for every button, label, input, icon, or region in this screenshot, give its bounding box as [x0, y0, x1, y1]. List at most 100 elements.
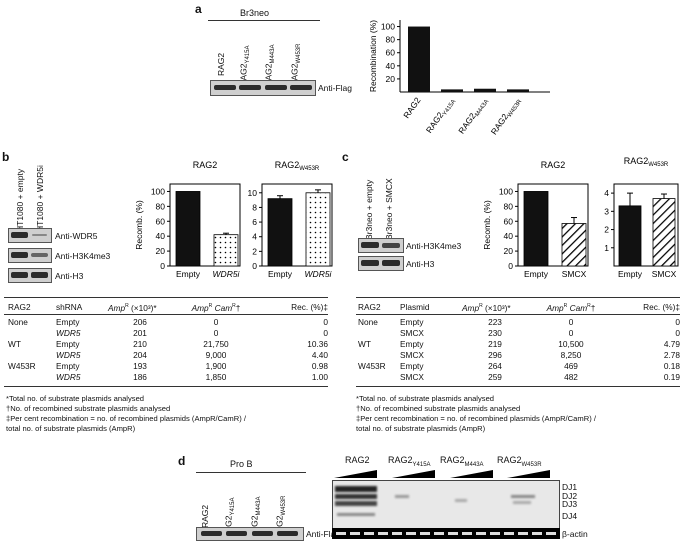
gel-group-label: RAG2W453R — [497, 455, 542, 468]
table-cell: W453R — [8, 361, 36, 371]
y-tick-label: 4 — [252, 232, 257, 242]
blot-label: Anti-WDR5 — [55, 231, 98, 241]
y-tick-label: 80 — [156, 201, 166, 211]
bracket-line — [196, 472, 306, 473]
table-cell: Empty — [400, 361, 424, 371]
table-b: RAG2 shRNA AmpR (×10³)* AmpR CamR† Rec. … — [8, 301, 328, 314]
table-cell — [8, 328, 56, 339]
gel-band-label: β-actin — [562, 529, 588, 539]
chart-c-rag2: RAG2 0 20 40 60 80 100 Recomb. (%) Empty SMCX — [482, 160, 589, 279]
x-tick-label: WDR5i — [213, 269, 241, 279]
x-tick-label: RAG2Y415A — [424, 95, 457, 136]
table-c-body: None Empty 223 0 0 SMCX 230 0 0 WT Empty 219 10,500 4… — [358, 317, 680, 383]
table-cell: SMCX — [400, 328, 424, 338]
western-blot-a — [210, 80, 316, 96]
western-blot-h3k4me3-c — [358, 238, 404, 253]
pcr-gel — [332, 480, 560, 530]
y-tick-label: 2 — [604, 225, 609, 235]
table-b-body: None Empty 206 0 0 WDR5 201 0 0 WT Empty 210 21,750 1… — [8, 317, 328, 383]
table-cell: 469 — [564, 361, 578, 371]
table-row: SMCX 230 0 0 — [358, 328, 680, 339]
table-cell: 4.40 — [311, 350, 328, 360]
table-cell: 0 — [213, 328, 219, 338]
table-c-bottom-rule — [356, 386, 680, 387]
table-cell: None — [358, 317, 378, 327]
table-cell: 2.78 — [663, 350, 680, 360]
lane-label: HT1080 + empty — [15, 168, 25, 232]
dilution-wedges — [334, 470, 550, 478]
gel-band-label: DJ4 — [562, 511, 578, 521]
table-cell: 10,500 — [558, 339, 584, 349]
table-cell: WDR5 — [56, 350, 81, 360]
bar — [507, 89, 529, 92]
table-c-top-rule — [356, 297, 680, 298]
table-cell: 0.98 — [311, 361, 328, 371]
table-row: SMCX 259 482 0.19 — [358, 372, 680, 383]
table-row: WDR5 186 1,850 1.00 — [8, 372, 328, 383]
table-cell — [358, 350, 400, 361]
table-cell — [358, 328, 400, 339]
x-tick-label: Empty — [524, 269, 549, 279]
table-cell: 193 — [133, 361, 147, 371]
western-blot-d — [196, 527, 304, 541]
western-blot-h3k4me3 — [8, 248, 52, 263]
table-cell: 204 — [133, 350, 147, 360]
chart-title: RAG2W453R — [624, 156, 669, 168]
blot-label: Anti-H3K4me3 — [55, 251, 111, 261]
lane-label: HT1080 + WDR5i — [35, 165, 45, 232]
chart-b-rag2: RAG2 0 20 40 60 80 100 Recomb. (%) Empty WDR5i — [134, 160, 241, 279]
table-row: None Empty 223 0 0 — [358, 317, 680, 328]
panel-d-label: d — [178, 454, 186, 468]
chart-b-w453r: RAG2W453R 0 2 4 6 8 10 Empty WDR5i — [248, 160, 333, 279]
y-tick-label: 100 — [151, 186, 165, 196]
table-row: W453R Empty 264 469 0.18 — [358, 361, 680, 372]
y-tick-label: 0 — [508, 261, 513, 271]
y-tick-label: 4 — [604, 188, 609, 198]
y-tick-label: 1 — [604, 243, 609, 253]
y-tick-label: 100 — [381, 22, 395, 32]
table-cell: 0 — [675, 328, 680, 338]
table-cell: Empty — [56, 317, 80, 327]
table-cell: 210 — [133, 339, 147, 349]
gel-group-label: RAG2M443A — [440, 455, 484, 468]
table-cell: Empty — [56, 361, 80, 371]
bar — [561, 223, 587, 267]
y-tick-label: 10 — [248, 188, 258, 198]
table-cell — [8, 350, 56, 361]
table-cell: 10.36 — [307, 339, 328, 349]
lane-label: Br3neo + SMCX — [384, 178, 394, 240]
bracket-line — [208, 20, 320, 21]
table-cell: 21,750 — [203, 339, 229, 349]
bar — [441, 89, 463, 92]
table-header-row: RAG2 Plasmid AmpR (×10³)* AmpR CamR† Rec… — [358, 301, 680, 313]
actin-gel — [332, 528, 560, 539]
x-tick-label: RAG2W453R — [489, 95, 524, 138]
table-cell: 259 — [488, 372, 502, 382]
y-tick-label: 80 — [504, 201, 514, 211]
plot-frame — [261, 183, 333, 267]
bar — [305, 192, 331, 267]
panel-c-label: c — [342, 150, 349, 164]
x-tick-label: SMCX — [652, 269, 677, 279]
table-cell: 0 — [323, 328, 328, 338]
y-tick-label: 0 — [252, 261, 257, 271]
gel-band-label: DJ2 — [562, 491, 578, 501]
table-cell: WDR5 — [56, 372, 81, 382]
blot-label: Anti-H3 — [406, 259, 435, 269]
table-cell: 0 — [568, 317, 574, 327]
bar — [267, 198, 293, 267]
footnotes-b: *Total no. of substrate plasmids analyse… — [6, 394, 246, 433]
blot-label: Anti-Flag — [318, 83, 353, 93]
table-cell: WDR5 — [56, 328, 81, 338]
table-cell: WT — [358, 339, 371, 349]
bar — [175, 191, 201, 267]
table-cell: 1,900 — [205, 361, 227, 371]
bar — [408, 26, 430, 92]
cell-type-label: Pro B — [230, 459, 253, 469]
table-row: WDR5 204 9,000 4.40 — [8, 350, 328, 361]
western-blot-h3 — [8, 268, 52, 283]
table-cell: 230 — [488, 328, 502, 338]
plot-frame — [613, 183, 679, 267]
table-cell: 223 — [488, 317, 502, 327]
x-tick-label: SMCX — [562, 269, 587, 279]
